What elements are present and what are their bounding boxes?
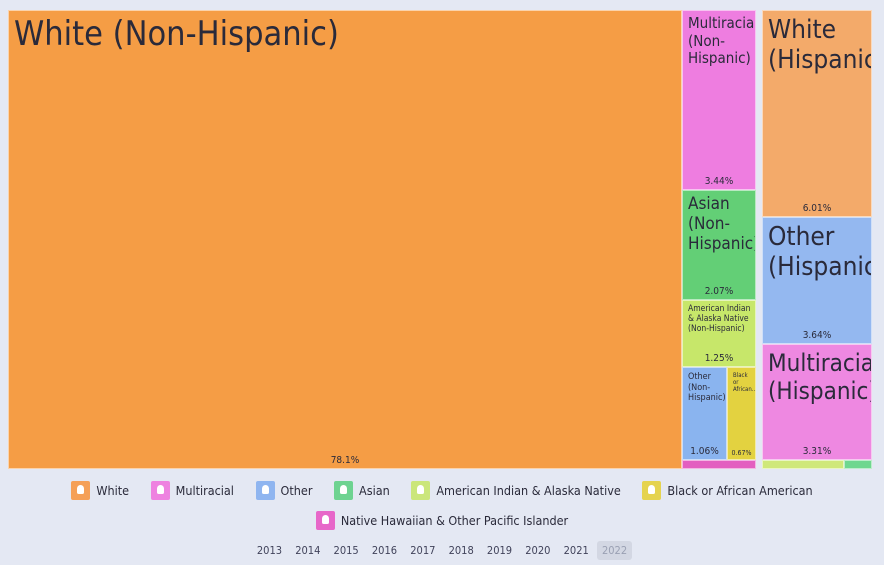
legend-item-black[interactable]: Black or African American: [642, 478, 813, 503]
legend-label: Asian: [359, 483, 390, 498]
cell-percentage: 3.64%: [802, 330, 832, 341]
cell-percentage: 2.07%: [704, 286, 734, 297]
treemap-cell-white-non-hispanic[interactable]: White (Non-Hispanic) 78.1%: [8, 10, 682, 469]
treemap-cell-other-hispanic[interactable]: Other (Hispanic) 3.64%: [762, 217, 872, 344]
cell-label: Asian (Non-Hispanic): [688, 194, 756, 254]
cell-label: White (Hispanic): [768, 15, 871, 76]
person-icon: [642, 481, 662, 500]
cell-label: White (Non-Hispanic): [14, 14, 339, 54]
treemap-cell-american-indian-non-hispanic[interactable]: American Indian & Alaska Native (Non-His…: [682, 300, 756, 367]
cell-label: Multiracial (Hispanic): [768, 349, 872, 406]
year-2014[interactable]: 2014: [295, 544, 321, 557]
person-icon: [71, 481, 91, 500]
legend-item-other[interactable]: Other: [255, 478, 313, 503]
year-2018[interactable]: 2018: [448, 544, 474, 557]
cell-percentage: 1.25%: [704, 353, 734, 364]
year-2017[interactable]: 2017: [410, 544, 436, 557]
legend-label: Multiracial: [175, 483, 234, 498]
cell-percentage: 3.31%: [802, 446, 832, 457]
year-2013[interactable]: 2013: [256, 544, 283, 557]
year-2016[interactable]: 2016: [371, 544, 398, 557]
treemap-chart: White (Non-Hispanic) 78.1% Multiracial (No…: [8, 10, 872, 469]
cell-label: Other (Non-Hispanic): [688, 372, 726, 404]
person-icon: [150, 481, 170, 500]
year-2020[interactable]: 2020: [525, 544, 551, 557]
treemap-cell-native-hawaiian-non-hispanic[interactable]: [682, 460, 756, 469]
legend-item-american-indian[interactable]: American Indian & Alaska Native: [411, 478, 621, 503]
legend: White Multiracial Other Asian American I…: [0, 478, 884, 538]
year-2021[interactable]: 2021: [563, 544, 589, 557]
cell-percentage: 78.1%: [330, 455, 360, 466]
cell-percentage: 1.06%: [690, 446, 719, 457]
cell-label: Other (Hispanic): [768, 222, 871, 283]
person-icon: [411, 481, 431, 500]
year-2019[interactable]: 2019: [486, 544, 513, 557]
treemap-cell-asian-non-hispanic[interactable]: Asian (Non-Hispanic) 2.07%: [682, 190, 756, 300]
legend-item-native-hawaiian[interactable]: Native Hawaiian & Other Pacific Islander: [315, 508, 569, 533]
year-2022[interactable]: 2022: [596, 541, 633, 560]
legend-label: Black or African American: [667, 483, 813, 498]
treemap-cell-white-hispanic[interactable]: White (Hispanic) 6.01%: [762, 10, 872, 217]
treemap-cell-multiracial-hispanic[interactable]: Multiracial (Hispanic) 3.31%: [762, 344, 872, 460]
year-selector: 2013 2014 2015 2016 2017 2018 2019 2020 …: [0, 541, 884, 560]
legend-item-asian[interactable]: Asian: [334, 478, 390, 503]
legend-item-multiracial[interactable]: Multiracial: [150, 478, 234, 503]
treemap-cell-black-non-hispanic[interactable]: Black or African... 0.67%: [727, 367, 756, 460]
legend-label: Native Hawaiian & Other Pacific Islander: [340, 513, 569, 528]
treemap-cell-multiracial-non-hispanic[interactable]: Multiracial (Non-Hispanic) 3.44%: [682, 10, 756, 190]
cell-label: American Indian & Alaska Native (Non-His…: [688, 304, 751, 334]
treemap-cell-asian-hispanic[interactable]: [844, 460, 872, 469]
cell-label: Black or African...: [733, 372, 756, 394]
legend-label: American Indian & Alaska Native: [436, 483, 621, 498]
cell-percentage: 0.67%: [731, 449, 752, 457]
legend-label: Other: [280, 483, 313, 498]
person-icon: [315, 511, 335, 530]
year-2015[interactable]: 2015: [333, 544, 359, 557]
person-icon: [334, 481, 354, 500]
person-icon: [255, 481, 275, 500]
legend-item-white[interactable]: White: [71, 478, 129, 503]
cell-percentage: 3.44%: [704, 176, 734, 187]
legend-label: White: [96, 483, 130, 498]
cell-percentage: 6.01%: [802, 203, 832, 214]
treemap-cell-american-indian-hispanic[interactable]: [762, 460, 844, 469]
cell-label: Multiracial (Non-Hispanic): [688, 14, 756, 68]
treemap-cell-other-non-hispanic[interactable]: Other (Non-Hispanic) 1.06%: [682, 367, 727, 460]
